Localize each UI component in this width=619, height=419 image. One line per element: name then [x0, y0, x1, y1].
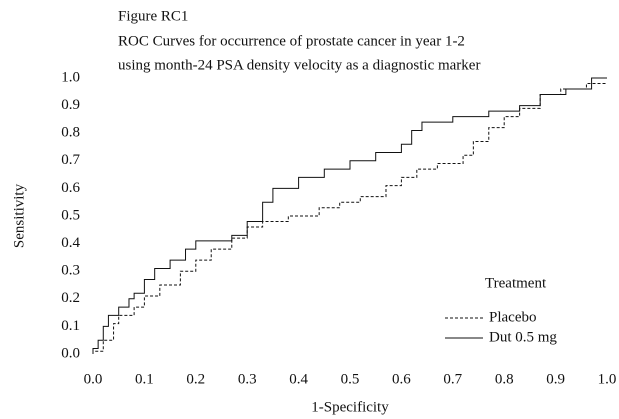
x-tick-label: 1.0 — [598, 371, 617, 387]
y-axis-label: Sensitivity — [11, 183, 27, 248]
y-tick-label: 0.3 — [61, 263, 80, 279]
y-tick-label: 0.1 — [61, 318, 80, 334]
x-tick-label: 0.7 — [443, 371, 462, 387]
chart-title: ROC Curves for occurrence of prostate ca… — [118, 33, 465, 49]
x-tick-label: 0.6 — [392, 371, 411, 387]
legend-title: Treatment — [485, 275, 547, 291]
x-tick-label: 0.3 — [238, 371, 257, 387]
y-tick-label: 0.0 — [61, 345, 80, 361]
roc-line — [92, 83, 607, 354]
x-tick-label: 0.0 — [84, 371, 103, 387]
x-tick-label: 0.5 — [341, 371, 360, 387]
y-tick-label: 1.0 — [61, 69, 80, 85]
y-tick-label: 0.9 — [61, 97, 80, 113]
chart-title: using month-24 PSA density velocity as a… — [118, 57, 480, 73]
figure-label: Figure RC1 — [118, 8, 188, 24]
x-axis-label: 1-Specificity — [311, 399, 389, 415]
x-tick-label: 0.9 — [546, 371, 565, 387]
y-tick-label: 0.8 — [61, 125, 80, 141]
y-tick-label: 0.4 — [61, 235, 80, 251]
legend-label: Placebo — [489, 309, 536, 325]
y-tick-label: 0.5 — [61, 207, 80, 223]
y-tick-label: 0.7 — [61, 152, 80, 168]
roc-line — [92, 77, 607, 354]
legend-label: Dut 0.5 mg — [489, 329, 557, 345]
y-tick-label: 0.6 — [61, 180, 80, 196]
y-tick-label: 0.2 — [61, 290, 80, 306]
x-tick-label: 0.4 — [289, 371, 308, 387]
x-tick-label: 0.1 — [135, 371, 154, 387]
x-tick-label: 0.2 — [186, 371, 205, 387]
x-tick-label: 0.8 — [495, 371, 514, 387]
